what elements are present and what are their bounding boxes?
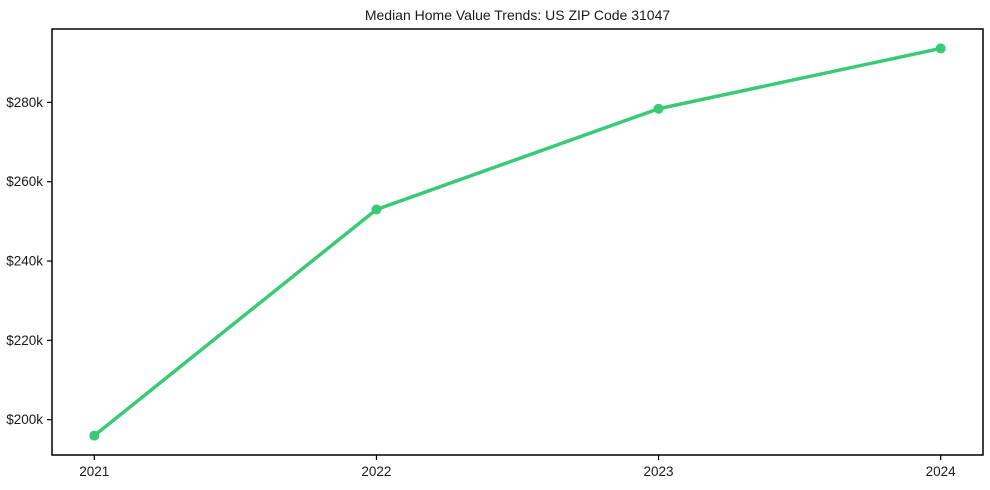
data-point-2023 bbox=[653, 103, 664, 114]
x-tick-label: 2023 bbox=[644, 464, 674, 479]
y-tick-label: $260k bbox=[6, 174, 43, 189]
data-point-2024 bbox=[935, 43, 946, 54]
chart-title: Median Home Value Trends: US ZIP Code 31… bbox=[364, 7, 671, 23]
data-point-2021 bbox=[89, 430, 100, 441]
y-tick-label: $200k bbox=[6, 412, 43, 427]
y-tick-label: $280k bbox=[6, 95, 43, 110]
plot-background bbox=[52, 29, 983, 455]
plot-frame bbox=[51, 28, 984, 456]
x-tick-label: 2024 bbox=[926, 464, 957, 479]
x-tick-label: 2022 bbox=[361, 464, 391, 479]
y-tick-label: $220k bbox=[6, 333, 43, 348]
y-tick-label: $240k bbox=[6, 254, 43, 269]
x-tick-label: 2021 bbox=[79, 464, 109, 479]
data-point-2022 bbox=[371, 204, 382, 215]
trend-line bbox=[92, 46, 943, 438]
